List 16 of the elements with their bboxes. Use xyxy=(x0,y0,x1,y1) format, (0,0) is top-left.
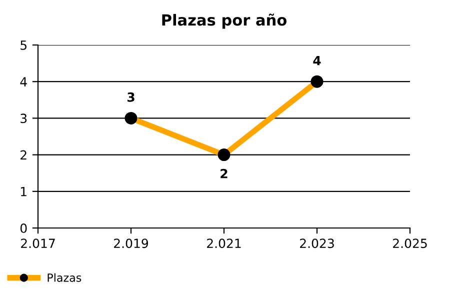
x-tick-label: 2.017 xyxy=(21,238,55,248)
y-tick-label: 2 xyxy=(20,150,26,160)
y-tick-label: 0 xyxy=(20,223,27,233)
x-tick-label: 2.025 xyxy=(393,238,427,248)
data-label: 4 xyxy=(313,56,321,66)
legend-label: Plazas xyxy=(48,273,82,282)
y-tick-label: 1 xyxy=(21,187,26,196)
chart-title: Plazas por año xyxy=(162,14,287,29)
x-tick-label: 2.023 xyxy=(300,238,334,248)
x-tick-label: 2.021 xyxy=(207,238,241,248)
x-tick-label: 2.019 xyxy=(114,238,148,248)
data-label: 2 xyxy=(220,168,228,178)
data-label: 3 xyxy=(127,92,134,102)
y-tick-label: 5 xyxy=(20,40,26,50)
y-tick-label: 3 xyxy=(20,114,27,124)
y-tick-label: 4 xyxy=(20,77,27,86)
